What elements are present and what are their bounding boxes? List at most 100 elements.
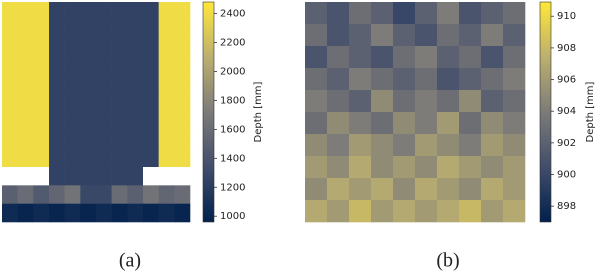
heatmap-cell bbox=[111, 167, 128, 186]
heatmap-cell bbox=[349, 112, 372, 135]
heatmap-cell bbox=[437, 156, 460, 179]
heatmap-cell bbox=[158, 38, 175, 58]
heatmap-cell bbox=[17, 203, 34, 223]
heatmap-cell bbox=[33, 2, 50, 21]
heatmap-cell bbox=[2, 148, 18, 168]
colorbar-tick-label: 900 bbox=[557, 170, 576, 181]
heatmap-cell bbox=[143, 112, 159, 131]
heatmap-cell bbox=[371, 156, 394, 179]
heatmap-cell bbox=[96, 148, 112, 168]
heatmap-cell bbox=[17, 148, 34, 168]
heatmap-cell bbox=[393, 68, 416, 91]
heatmap-cell bbox=[2, 75, 18, 94]
heatmap-cell bbox=[64, 2, 81, 21]
heatmap-cell bbox=[143, 130, 159, 149]
heatmap-cell bbox=[327, 178, 350, 201]
heatmap-cell bbox=[158, 203, 175, 223]
heatmap-cell bbox=[437, 2, 460, 25]
heatmap-cell bbox=[459, 90, 482, 113]
colorbar-tick-label: 898 bbox=[557, 201, 576, 212]
colorbar-tick-label: 1600 bbox=[220, 124, 245, 135]
heatmap-cell bbox=[174, 75, 191, 94]
heatmap-cell bbox=[158, 20, 175, 39]
heatmap-cell bbox=[33, 130, 50, 149]
heatmap-cell bbox=[371, 24, 394, 47]
heatmap-cell bbox=[143, 57, 159, 76]
heatmap-cell bbox=[503, 46, 526, 69]
heatmap-cell bbox=[64, 38, 81, 58]
heatmap-cell bbox=[33, 20, 50, 39]
heatmap-cell bbox=[393, 90, 416, 113]
heatmap-cell bbox=[49, 75, 65, 94]
heatmap-cell bbox=[415, 112, 438, 135]
heatmap-cell bbox=[327, 24, 350, 47]
heatmap-cell bbox=[415, 68, 438, 91]
heatmap-cell bbox=[503, 156, 526, 179]
heatmap-cell bbox=[415, 46, 438, 69]
heatmap-cell bbox=[415, 200, 438, 223]
heatmap-cell bbox=[481, 90, 504, 113]
heatmap-cell bbox=[2, 38, 18, 58]
heatmap-cell bbox=[127, 93, 144, 113]
heatmap-cell bbox=[33, 57, 50, 76]
heatmap-cell bbox=[459, 200, 482, 223]
heatmap-cell bbox=[49, 203, 65, 223]
heatmap-cell bbox=[64, 20, 81, 39]
heatmap-cell bbox=[481, 156, 504, 179]
heatmap-cell bbox=[415, 156, 438, 179]
colorbar-tick-label: 1000 bbox=[220, 211, 245, 222]
heatmap-cell bbox=[305, 46, 328, 69]
heatmap-cell bbox=[393, 200, 416, 223]
heatmap-cell bbox=[349, 200, 372, 223]
heatmap-cell bbox=[2, 185, 18, 204]
heatmap-cell bbox=[64, 93, 81, 113]
heatmap-cell bbox=[33, 203, 50, 223]
heatmap-cell bbox=[174, 93, 191, 113]
heatmap-cell bbox=[158, 93, 175, 113]
colorbar-tick-label: 904 bbox=[557, 106, 576, 117]
heatmap-cell bbox=[459, 156, 482, 179]
colorbar-tick-label: 2000 bbox=[220, 66, 245, 77]
heatmap-cell bbox=[481, 178, 504, 201]
heatmap-cell bbox=[349, 156, 372, 179]
heatmap-cell bbox=[2, 2, 18, 21]
colorbar-tick-label: 2400 bbox=[220, 9, 245, 20]
heatmap-cell bbox=[17, 130, 34, 149]
heatmap-cell bbox=[143, 38, 159, 58]
heatmap-cell bbox=[349, 46, 372, 69]
heatmap-cell bbox=[80, 38, 97, 58]
heatmap-cell bbox=[158, 185, 175, 204]
heatmap-cell bbox=[437, 24, 460, 47]
heatmap-cell bbox=[111, 148, 128, 168]
heatmap-cell bbox=[49, 20, 65, 39]
heatmap-cell bbox=[33, 148, 50, 168]
heatmap-cell bbox=[459, 68, 482, 91]
heatmap-cell bbox=[127, 38, 144, 58]
heatmap-cell bbox=[49, 112, 65, 131]
heatmap-cell bbox=[127, 203, 144, 223]
heatmap-cell bbox=[371, 46, 394, 69]
heatmap-cell bbox=[64, 148, 81, 168]
heatmap-cell bbox=[49, 2, 65, 21]
heatmap-cell bbox=[393, 134, 416, 157]
heatmap-cell bbox=[96, 185, 112, 204]
heatmap-cell bbox=[305, 134, 328, 157]
heatmap-cell bbox=[459, 46, 482, 69]
heatmap-cell bbox=[305, 2, 328, 25]
heatmap-cell bbox=[80, 167, 97, 186]
heatmap-cell bbox=[481, 2, 504, 25]
heatmap-cell bbox=[158, 57, 175, 76]
heatmap-cell bbox=[80, 203, 97, 223]
heatmap-cell bbox=[393, 156, 416, 179]
heatmap-cell bbox=[349, 90, 372, 113]
heatmap-cell bbox=[143, 203, 159, 223]
heatmap-cell bbox=[33, 93, 50, 113]
heatmap-cell bbox=[174, 185, 191, 204]
heatmap-cell bbox=[437, 46, 460, 69]
heatmap-cell bbox=[96, 38, 112, 58]
heatmap-cell bbox=[371, 2, 394, 25]
colorbar-tick-label: 908 bbox=[557, 43, 576, 54]
heatmap-cell bbox=[459, 2, 482, 25]
heatmap-cell bbox=[174, 20, 191, 39]
heatmap-cell bbox=[393, 24, 416, 47]
